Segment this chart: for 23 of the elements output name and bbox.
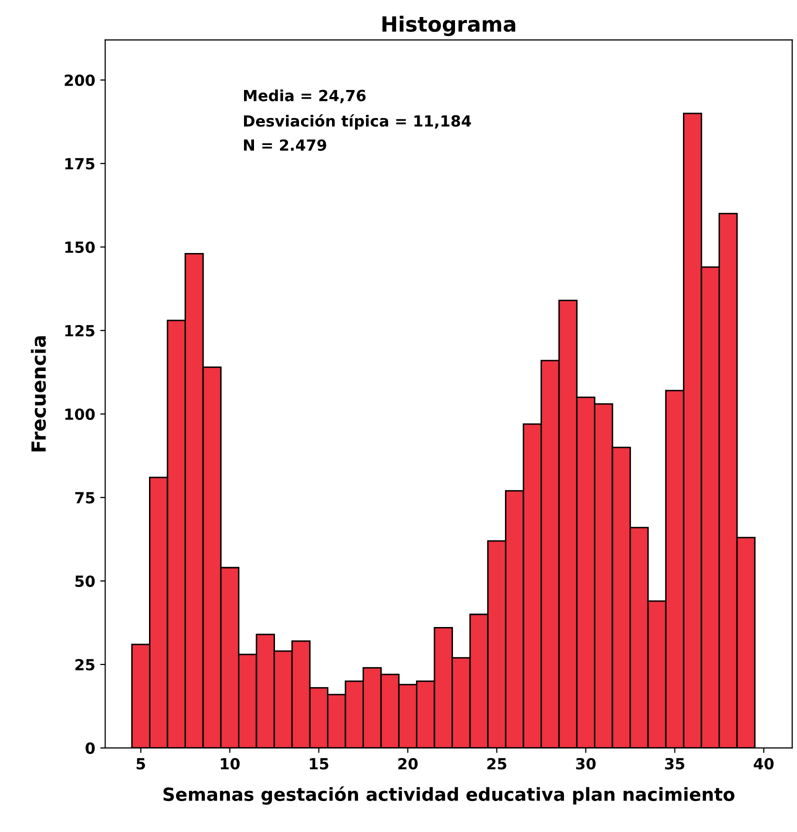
y-tick-label: 125 <box>65 324 94 337</box>
x-tick-label: 20 <box>398 758 418 770</box>
y-tick-label: 150 <box>65 241 95 254</box>
y-axis-title: Frecuencia <box>30 336 46 452</box>
y-tick-label: 0 <box>86 742 95 754</box>
x-tick-label: 40 <box>754 758 774 770</box>
x-tick-label: 25 <box>487 758 506 770</box>
x-tick-label: 30 <box>576 758 596 770</box>
y-tick-label: 100 <box>65 408 95 420</box>
x-tick-label: 5 <box>136 758 146 770</box>
chart-title: Histograma <box>382 16 516 36</box>
y-tick-label: 25 <box>75 658 94 670</box>
x-tick-label: 35 <box>665 758 684 770</box>
y-tick-label: 175 <box>65 158 94 170</box>
y-tick-label: 75 <box>75 492 94 504</box>
y-tick-label: 50 <box>75 575 95 587</box>
x-tick-label: 15 <box>310 758 328 770</box>
x-tick-label: 10 <box>220 758 240 770</box>
y-tick-label: 200 <box>64 74 95 86</box>
x-axis-title: Semanas gestación actividad educativa plan nacimiento <box>164 786 734 805</box>
annotation: Desviación típica = 11,184 <box>244 114 472 130</box>
annotation: Media = 24,76 <box>244 90 366 104</box>
annotation: N = 2.479 <box>244 139 326 151</box>
